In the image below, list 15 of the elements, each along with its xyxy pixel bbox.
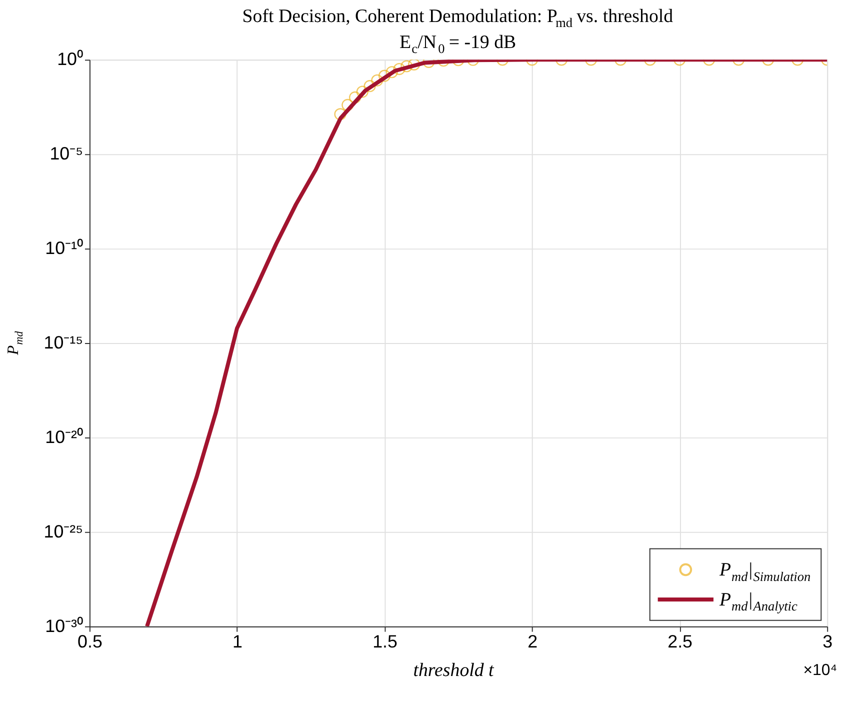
y-tick-label: 10⁻⁵ (50, 144, 84, 164)
x-tick-label: 1 (232, 632, 243, 652)
x-tick-label: 2 (528, 632, 538, 652)
y-tick-label: 10⁻²⁰ (45, 426, 84, 447)
y-tick-label: 10⁻¹⁰ (45, 238, 84, 258)
x-tick-label: 3 (822, 632, 833, 652)
y-axis-title: Pmd (4, 330, 26, 356)
y-tick-label: 10⁻²⁵ (44, 521, 84, 542)
y-tick-label: 10⁰ (57, 49, 84, 70)
y-tick-label: 10⁻¹⁵ (44, 332, 84, 352)
x-tick-label: 2.5 (668, 632, 693, 652)
x-tick-label: 1.5 (372, 632, 398, 652)
line-series (145, 60, 828, 626)
x-axis-title: threshold t (413, 660, 495, 682)
text: ×10⁴ (803, 662, 838, 680)
